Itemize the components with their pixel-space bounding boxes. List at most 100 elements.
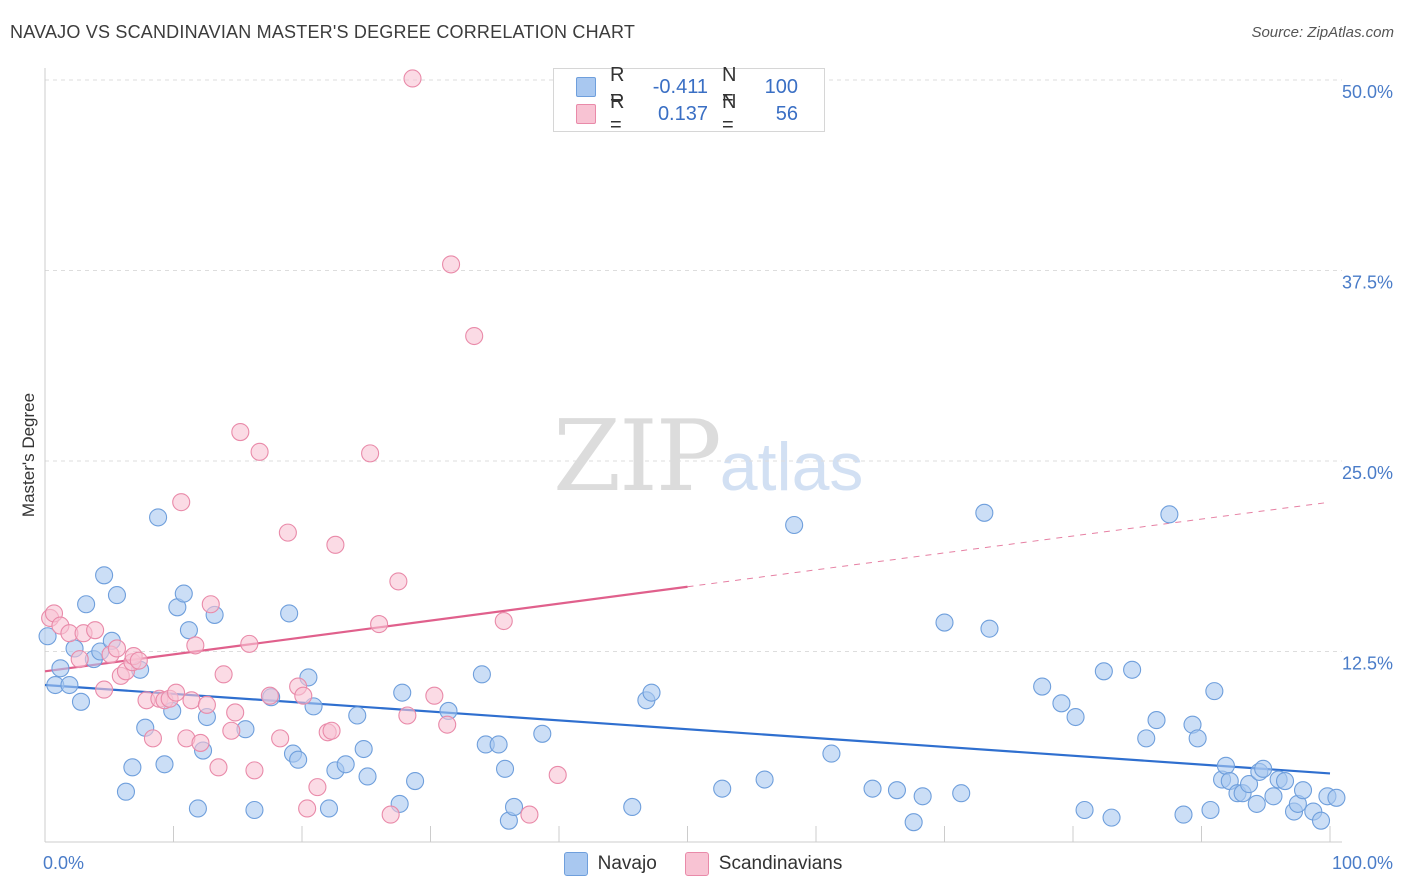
navajo-point [1188,729,1207,748]
scandinavians-point [370,615,389,634]
navajo-point [71,692,91,711]
r-value: -0.411 [652,75,708,98]
navajo-point [1094,662,1113,681]
navajo-point [95,566,114,585]
x-tick-label: 100.0% [1332,853,1393,873]
navajo-point [495,759,515,778]
navajo-point [1254,759,1273,778]
navajo-point [863,779,882,798]
navajo-point [354,739,373,759]
y-tick-label: 12.5% [1342,654,1393,674]
scandinavians-point [278,523,297,542]
n-value: 56 [775,102,798,125]
navajo-point [1311,811,1331,830]
navajo-point [472,665,491,684]
n-value: 100 [764,75,798,98]
navajo-point [1075,800,1094,820]
navajo-point [1201,800,1220,820]
scandinavians-point [465,326,484,346]
navajo-point [642,683,661,702]
scandinavians-point [250,442,269,461]
y-tick-label: 50.0% [1342,82,1393,102]
scandinavians-point [191,733,210,752]
legend-item-navajo[interactable]: Navajo [563,852,657,876]
scandinavians-point [172,493,191,512]
scandinavians-point [143,729,162,748]
axes [44,68,1342,843]
navajo-point [77,595,96,614]
n-label: N = [722,91,737,136]
navajo-point [1275,771,1295,791]
watermark-zip: ZIP [553,400,722,514]
scandinavians-point [548,765,567,784]
scandinavians-point [186,636,205,655]
navajo-point [336,755,355,774]
legend-row-scandinavians: R = 0.137 N = 56 [554,91,798,136]
scandinavians-point [442,255,461,274]
navajo-point [1205,682,1224,701]
navajo-point [188,799,207,818]
legend-label-navajo: Navajo [597,853,657,874]
scandinavians-point [129,651,148,670]
y-tick-label: 25.0% [1342,463,1393,483]
navajo-point [904,813,923,832]
navajo-point [393,683,412,702]
scandinavians-point [271,729,290,748]
axis-labels: 12.5% 25.0% 37.5% 50.0% 0.0% 100.0% Master's D… [19,82,1393,873]
scandinavians-point [240,634,259,653]
scandinavians-point [438,715,457,734]
scandinavians-point [260,686,279,705]
chart-title: NAVAJO VS SCANDINAVIAN MASTER'S DEGREE C… [10,22,636,42]
navajo-point [913,787,932,806]
r-label: R = [610,91,625,136]
grid-lines [45,79,1342,652]
scandinavians-point [298,799,317,818]
source-credit: Source: ZipAtlas.com [1251,24,1394,41]
navajo-point [60,675,79,695]
navajo-point [1264,787,1283,806]
scandinavians-point [214,665,233,684]
navajo-point [935,613,954,632]
watermark: ZIPatlas [553,400,863,514]
data-points [38,69,1346,832]
navajo-point [179,621,198,640]
navajo-point [533,724,552,743]
navajo-point [1137,729,1156,748]
navajo-point [289,750,308,769]
navajo-point [358,767,377,786]
scandinavians-point [245,761,264,780]
scandinavians-point [226,703,245,722]
navajo-swatch [563,852,588,876]
navajo-point [489,735,508,754]
scandinavians-point [95,680,114,699]
r-value: 0.137 [657,102,708,125]
scandinavians-point [494,611,513,631]
navajo-point [116,782,136,801]
navajo-swatch [576,77,596,97]
navajo-point [1102,808,1121,827]
scandinavians-point [231,422,250,442]
navajo-point [38,627,57,646]
navajo-point [713,779,732,798]
navajo-point [155,755,174,774]
scandinavians-point [294,686,313,705]
navajo-point [504,797,524,816]
navajo-point [51,659,70,678]
scandinavians-swatch [576,104,596,124]
navajo-point [123,758,142,777]
scandinavians-point [197,695,216,714]
scandinavians-point [403,69,422,88]
trend-line-extension [687,501,1331,588]
navajo-point [952,784,971,803]
legend-row-navajo: R = -0.411 N = 100 [554,64,798,109]
scandinavians-point [308,778,327,797]
legend-item-scandinavians[interactable]: Scandinavians [684,852,842,876]
navajo-point [245,800,264,820]
navajo-point [822,744,841,763]
trend-line-scandinavians [44,585,688,673]
watermark-atlas: atlas [719,429,864,505]
navajo-point [1247,794,1266,813]
scandinavians-point [326,535,345,554]
n-label: N = [722,64,737,109]
